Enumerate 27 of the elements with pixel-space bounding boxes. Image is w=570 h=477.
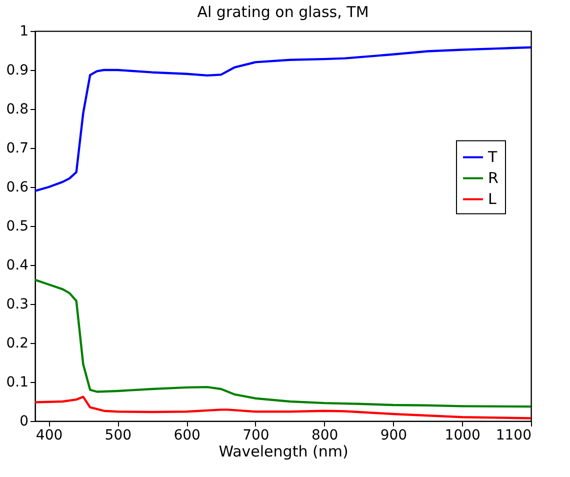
x-tick-label: 900	[380, 428, 408, 444]
line-series	[34, 278, 532, 408]
y-tick-label: 0.7	[6, 140, 28, 156]
x-tick-label: 500	[104, 428, 132, 444]
y-tick-label: 1	[20, 24, 28, 40]
line-series	[34, 396, 532, 420]
y-tick-label: 0.4	[6, 258, 29, 274]
x-tick-label: 400	[36, 428, 63, 444]
legend-label: L	[488, 190, 497, 208]
y-tick-label: 0.6	[6, 180, 29, 196]
y-tick-label: 0.3	[6, 296, 28, 312]
legend-label: T	[487, 148, 498, 166]
x-tick-label: 800	[311, 428, 338, 444]
y-tick-label: 0	[20, 414, 28, 430]
y-tick-label: 0.2	[6, 336, 28, 352]
legend-label: R	[488, 169, 498, 188]
y-tick-label: 0.1	[6, 374, 28, 390]
x-tick-label: 700	[242, 428, 270, 444]
y-tick-label: 0.9	[6, 62, 28, 78]
x-tick-label: 1100	[496, 428, 532, 444]
x-tick-label: 600	[174, 428, 200, 444]
x-axis-title: Wavelength (nm)	[218, 442, 348, 460]
y-tick-label: 0.5	[6, 218, 28, 234]
line-series	[34, 46, 532, 192]
chart-title: Al grating on glass, TM	[197, 3, 369, 21]
y-tick-label: 0.8	[6, 102, 28, 118]
x-tick-label: 1000	[444, 428, 480, 444]
